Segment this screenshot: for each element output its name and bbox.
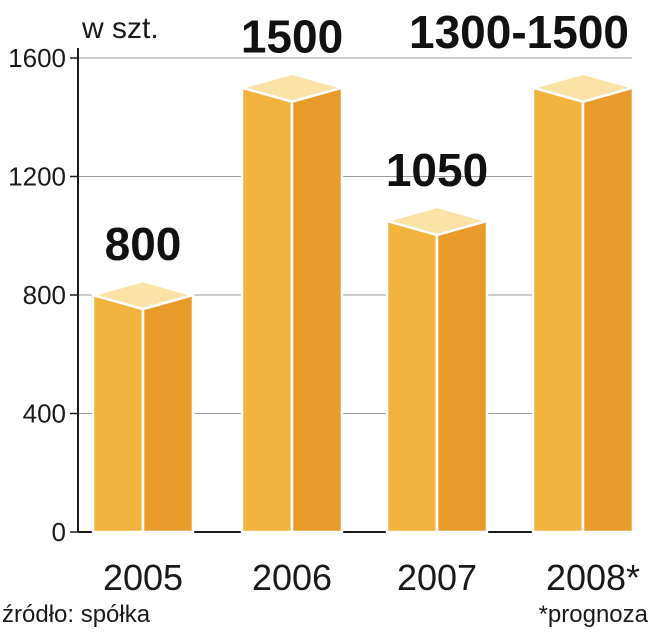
source-note: źródło: spółka (2, 601, 151, 628)
bar-front-2006 (240, 86, 294, 534)
bar-top-2007 (385, 205, 489, 237)
data-label: 1300-1500 (409, 6, 629, 58)
unit-label: w szt. (81, 12, 159, 45)
bar-top-2008* (531, 72, 635, 103)
bar-side-2005 (141, 293, 195, 534)
data-label: 800 (105, 218, 182, 270)
x-tick-label: 2005 (103, 557, 183, 598)
bar-side-2008* (581, 86, 635, 534)
x-tick-label: 2008* (546, 557, 640, 598)
forecast-footnote: *prognoza (538, 601, 648, 628)
bar-side-2007 (435, 219, 489, 534)
bar-front-2005 (91, 293, 145, 534)
data-label: 1050 (386, 144, 488, 196)
y-tick-label: 1600 (8, 43, 66, 73)
y-tick-label: 400 (23, 399, 66, 429)
y-tick-label: 1200 (8, 162, 66, 192)
bar-chart: 0 400 800 1200 1600 w szt. 800 2005 1500 2006 1050… (8, 6, 640, 598)
x-tick-label: 2006 (252, 557, 332, 598)
bar-front-2007 (385, 219, 439, 534)
x-tick-label: 2007 (397, 557, 477, 598)
y-tick-label: 0 (52, 517, 66, 547)
bar-top-2005 (91, 279, 195, 311)
bar-front-2008* (531, 86, 585, 534)
bar-side-2006 (290, 86, 344, 534)
bar-top-2006 (240, 72, 344, 103)
y-tick-label: 800 (23, 280, 66, 310)
data-label: 1500 (241, 11, 343, 63)
